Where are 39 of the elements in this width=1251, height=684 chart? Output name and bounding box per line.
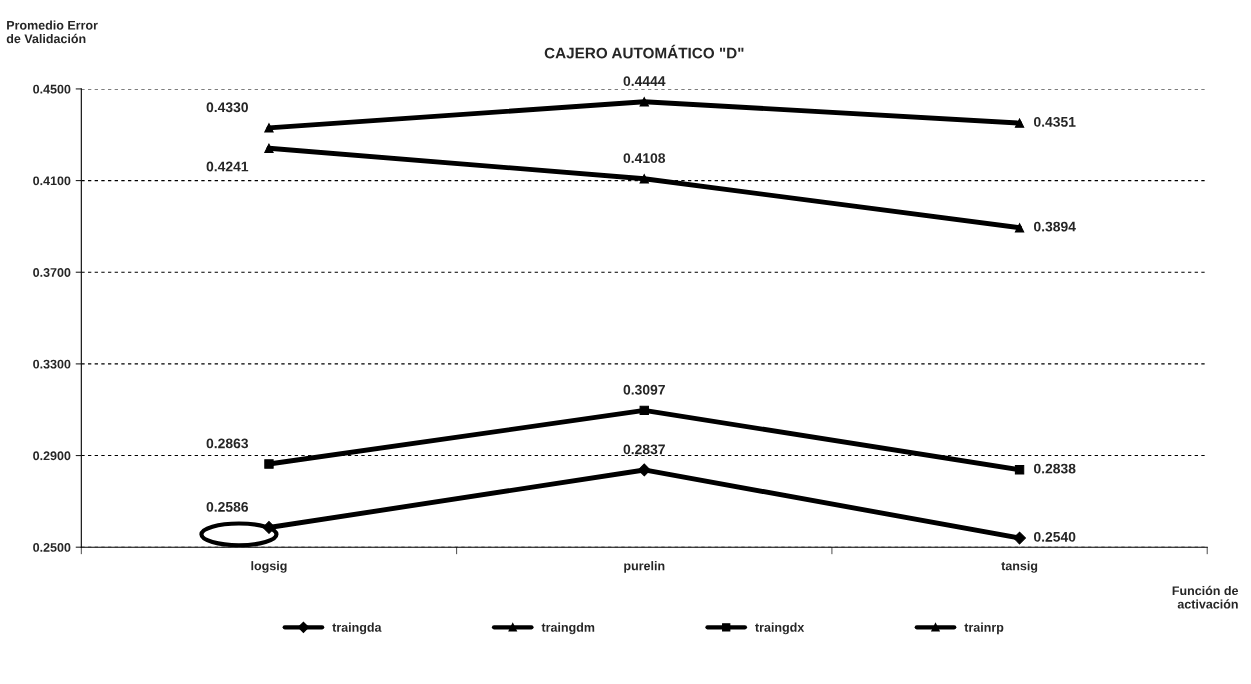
data-label: 0.2540: [1034, 531, 1076, 542]
data-label: 0.3894: [1034, 221, 1076, 232]
data-label: 0.4351: [1034, 116, 1076, 127]
legend-label: traingda: [332, 622, 382, 635]
point: [264, 123, 274, 133]
point: [264, 143, 274, 153]
x-tick-label: logsig: [251, 561, 287, 573]
data-label: 0.2837: [623, 444, 665, 455]
chart-title: CAJERO AUTOMÁTICO "D": [544, 44, 744, 59]
point: [637, 463, 651, 477]
y-tick-label: 0.2900: [33, 451, 71, 461]
point: [639, 97, 649, 107]
y-axis-title: Promedio Error de Validación: [6, 20, 98, 44]
data-label: 0.2838: [1034, 463, 1076, 474]
x-axis-title: Función de activación: [1172, 585, 1239, 609]
x-tick-label: tansig: [1001, 561, 1038, 573]
data-label: 0.4330: [206, 102, 248, 113]
data-label: 0.4241: [206, 161, 249, 172]
legend-label: trainrp: [964, 622, 1004, 635]
data-label: 0.4108: [623, 153, 666, 164]
point: [264, 459, 274, 469]
data-label: 0.2863: [206, 438, 249, 449]
data-label: 0.4444: [623, 76, 666, 87]
point: [639, 174, 649, 184]
legend-label: traingdm: [541, 622, 595, 635]
point: [1014, 465, 1025, 475]
point: [1014, 223, 1025, 233]
y-tick-label: 0.4100: [33, 176, 71, 186]
y-tick-label: 0.3300: [33, 359, 71, 369]
y-tick-label: 0.2500: [33, 543, 71, 552]
y-tick-label: 0.4500: [33, 84, 71, 94]
point: [1013, 531, 1026, 545]
data-label: 0.2586: [206, 501, 249, 512]
legend-label: traingdx: [755, 622, 805, 635]
data-label: 0.3097: [623, 384, 665, 395]
x-tick-label: purelin: [624, 561, 665, 573]
point: [1014, 118, 1025, 128]
point: [639, 405, 649, 416]
y-tick-label: 0.3700: [33, 268, 71, 277]
